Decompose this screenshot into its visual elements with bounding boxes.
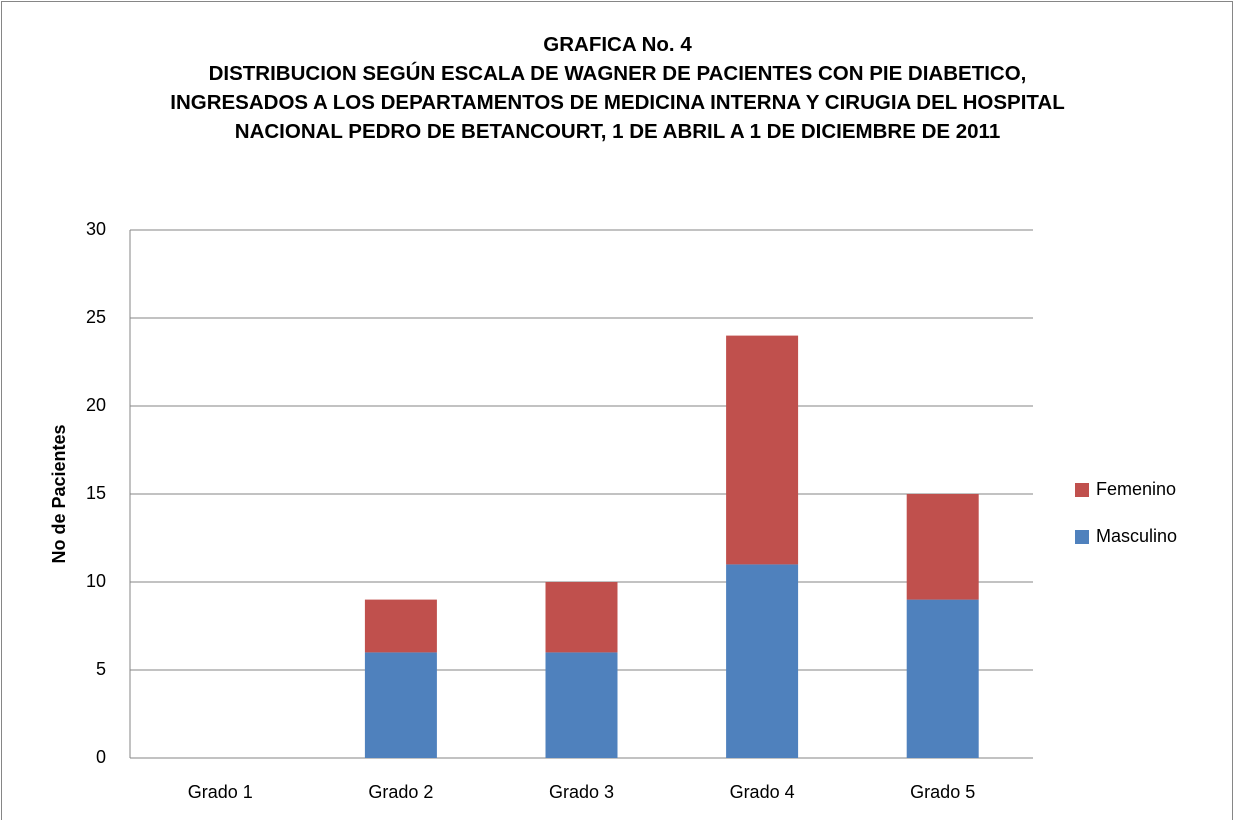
y-tick-label: 10 bbox=[86, 571, 106, 591]
x-tick-label: Grado 3 bbox=[549, 782, 614, 802]
legend-swatch bbox=[1075, 530, 1089, 544]
titles: GRAFICA No. 4 DISTRIBUCION SEGÚN ESCALA … bbox=[140, 30, 1095, 146]
y-tick-label: 5 bbox=[96, 659, 106, 679]
y-tick-label: 0 bbox=[96, 747, 106, 767]
bar-segment bbox=[906, 494, 979, 600]
y-tick-label: 25 bbox=[86, 307, 106, 327]
x-tick-label: Grado 2 bbox=[368, 782, 433, 802]
chart-title: GRAFICA No. 4 bbox=[543, 33, 692, 56]
chart-subtitle: DISTRIBUCION SEGÚN ESCALA DE WAGNER DE P… bbox=[170, 62, 1065, 143]
bar-segment bbox=[364, 652, 437, 758]
bar-segment bbox=[364, 599, 437, 653]
y-tick-label: 30 bbox=[86, 219, 106, 239]
bar-segment bbox=[545, 582, 618, 653]
y-tick-label: 20 bbox=[86, 395, 106, 415]
x-tick-label: Grado 4 bbox=[730, 782, 795, 802]
bar-segment bbox=[906, 599, 979, 758]
x-tick-label: Grado 1 bbox=[188, 782, 253, 802]
bar-segment bbox=[726, 335, 799, 565]
y-tick-label: 15 bbox=[86, 483, 106, 503]
legend-swatch bbox=[1075, 483, 1089, 497]
x-tick-label: Grado 5 bbox=[910, 782, 975, 802]
legend-label: Femenino bbox=[1096, 479, 1176, 499]
bar-segment bbox=[726, 564, 799, 758]
bar-segment bbox=[545, 652, 618, 758]
legend-label: Masculino bbox=[1096, 526, 1177, 546]
y-axis-label: No de Pacientes bbox=[49, 424, 69, 563]
